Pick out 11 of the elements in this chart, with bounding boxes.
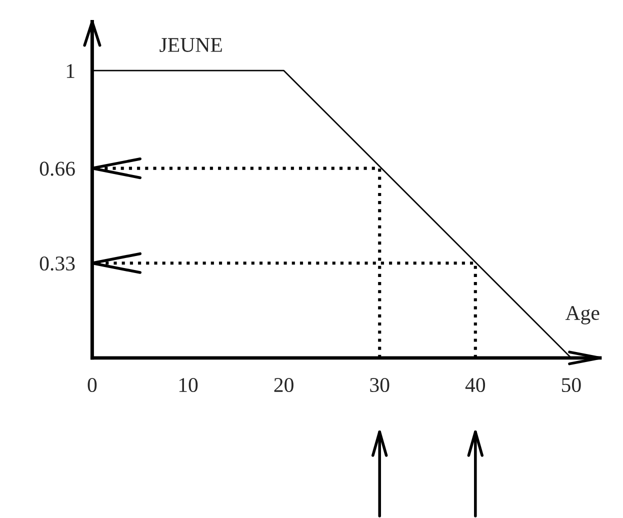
x-tick-label: 30 bbox=[370, 378, 390, 392]
x-tick-label: 0 bbox=[88, 378, 97, 392]
series-label: JEUNE bbox=[160, 38, 222, 52]
y-tick-label: 1 bbox=[66, 64, 74, 78]
x-tick-label: 40 bbox=[465, 378, 486, 392]
y-tick-label: 0.33 bbox=[40, 256, 75, 271]
x-tick-label: 20 bbox=[274, 378, 294, 392]
x-tick-label: 50 bbox=[562, 378, 581, 392]
x-tick-label: 10 bbox=[179, 378, 198, 392]
x-axis-title: Age bbox=[565, 306, 600, 324]
y-tick-label: 0.66 bbox=[40, 162, 75, 176]
